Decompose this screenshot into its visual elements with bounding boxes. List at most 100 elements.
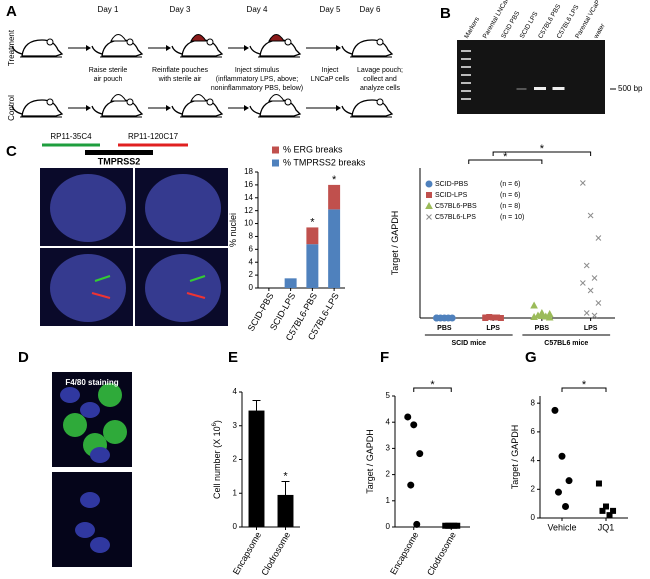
cell-blue [80, 402, 100, 418]
nucleus [145, 174, 221, 242]
y-axis-label: Target / GAPDH [390, 211, 400, 276]
mouse-icon [91, 94, 144, 118]
x-tick-label: PBS [437, 325, 452, 332]
mouse-tail [249, 105, 261, 115]
step-text: noninflammatory PBS, below) [211, 85, 303, 92]
data-point [610, 507, 617, 514]
arrow-head [166, 105, 171, 111]
mouse-tail [341, 45, 353, 55]
legend-label: C57BL6-PBS [435, 203, 477, 210]
mouse-ear [206, 38, 214, 46]
step-text: Inject [322, 67, 339, 74]
y-tick-label: 0 [249, 283, 254, 292]
y-tick-label: 1 [233, 488, 238, 497]
mouse-tail [11, 45, 23, 55]
mouse-ear [376, 38, 384, 46]
data-point [530, 301, 538, 309]
y-label-text: % nuclei [228, 213, 238, 247]
y-tick-label: 2 [531, 484, 536, 493]
day-label: Day 5 [320, 5, 341, 14]
gel-band [552, 87, 565, 90]
cell-blue [60, 387, 80, 403]
y-tick-label: 3 [233, 421, 238, 430]
y-axis-label: % nuclei [228, 213, 238, 247]
bar-segment [284, 278, 297, 288]
data-point [551, 406, 559, 414]
band-size-label: 500 bp [618, 84, 643, 93]
step-text: analyze cells [360, 85, 401, 92]
panel-label: D [18, 349, 29, 366]
red-arrow [186, 292, 206, 299]
significance-bracket [468, 159, 543, 164]
mouse-body [21, 99, 64, 117]
data-point [433, 314, 441, 322]
x-tick-label: Clodrosome [425, 530, 458, 577]
bar [248, 410, 265, 527]
data-point [562, 503, 570, 510]
data-point [444, 314, 452, 322]
y-axis-label: Target / GAPDH [510, 425, 520, 490]
mouse-tail [341, 105, 353, 115]
step-text: with sterile air [158, 76, 202, 83]
data-point [583, 310, 590, 316]
mouse-icon [11, 38, 64, 58]
lane-label: Markers [463, 15, 481, 39]
data-point [591, 275, 598, 281]
probe-label: RP11-120C17 [128, 132, 179, 141]
y-tick-label: 6 [531, 427, 536, 436]
gel-band [516, 88, 527, 90]
legend-count: (n = 6) [500, 181, 520, 188]
y-tick-label: 3 [386, 444, 391, 453]
mouse-ear [284, 38, 292, 46]
mouse-ear [376, 98, 384, 106]
significance: * [332, 174, 337, 186]
gel-image [457, 40, 605, 114]
mouse-icon [91, 34, 144, 58]
cell-blue [80, 492, 100, 508]
significance-bracket [561, 387, 607, 392]
image-caption: F4/80 staining [65, 378, 118, 387]
ladder-band [461, 74, 471, 76]
bar [277, 494, 294, 527]
bar-segment [306, 244, 319, 288]
mouse-body [181, 99, 224, 117]
data-point [482, 315, 489, 321]
significance: * [540, 143, 545, 155]
y-tick-label: 14 [244, 193, 253, 202]
mouse-tail [171, 105, 183, 115]
y-tick-label: 4 [249, 257, 254, 266]
bar-segment [328, 184, 341, 210]
probe-label: RP11-35C4 [50, 132, 92, 141]
step-text: air pouch [94, 76, 123, 83]
nucleus [50, 254, 126, 322]
error-bar [281, 480, 290, 509]
data-point [445, 522, 452, 529]
gene-bar [85, 150, 153, 155]
data-point [595, 300, 602, 306]
legend-label: SCID-LPS [435, 192, 468, 199]
mouse-body [351, 39, 394, 57]
bar-segment [306, 227, 319, 245]
mouse-body [181, 39, 224, 57]
y-label-text: Cell number (X 10 [212, 426, 222, 499]
y-tick-label: 0 [531, 513, 536, 522]
significance: * [283, 470, 288, 482]
mouse-body [21, 39, 64, 57]
cell-blue [90, 537, 110, 553]
mouse-body [259, 39, 302, 57]
step-text: (inflammatory LPS, above; [216, 76, 299, 83]
green-arrow [94, 275, 111, 282]
ladder-band [461, 66, 471, 68]
pouch [268, 94, 285, 102]
y-tick-label: 2 [386, 470, 391, 479]
data-point [606, 512, 613, 519]
y-tick-label: 12 [244, 206, 253, 215]
arrow-head [336, 45, 341, 51]
legend-marker [425, 180, 433, 188]
legend-label: C57BL6-LPS [435, 214, 476, 221]
data-point [579, 280, 586, 286]
group-label: SCID mice [451, 340, 486, 347]
y-tick-label: 6 [249, 244, 254, 253]
data-point [579, 180, 586, 186]
day-label: Day 6 [360, 5, 381, 14]
